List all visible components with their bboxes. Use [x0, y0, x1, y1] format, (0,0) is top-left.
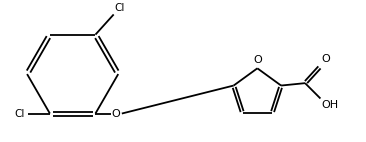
- Text: Cl: Cl: [15, 108, 25, 119]
- Text: O: O: [321, 54, 330, 64]
- Text: Cl: Cl: [115, 3, 125, 12]
- Text: O: O: [111, 108, 120, 119]
- Text: OH: OH: [321, 100, 339, 110]
- Text: O: O: [253, 55, 262, 65]
